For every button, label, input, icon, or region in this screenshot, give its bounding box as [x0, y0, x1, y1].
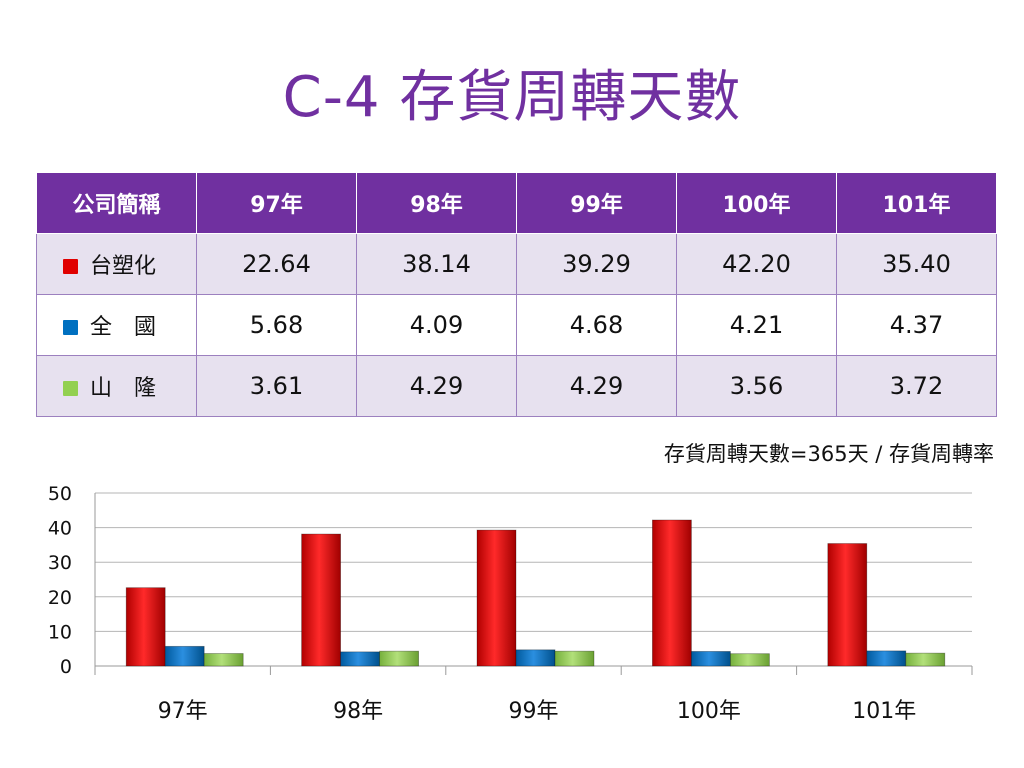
bar-全國	[515, 649, 556, 667]
table-cell: 4.29	[356, 355, 517, 417]
table-cell: 39.29	[516, 233, 677, 295]
table-cell: 4.21	[676, 294, 837, 356]
bar-山隆	[203, 653, 244, 667]
bar-山隆	[554, 650, 595, 667]
company-name: 全 國	[90, 315, 157, 340]
y-tick-label: 0	[60, 656, 72, 678]
bar-全國	[691, 651, 731, 667]
y-tick-label: 30	[48, 552, 72, 574]
header-company: 公司簡稱	[36, 172, 197, 234]
x-tick-label: 101年	[852, 699, 916, 724]
slide-title: C-4 存貨周轉天數	[282, 65, 742, 130]
header-year-101: 101年	[836, 172, 997, 234]
bar-台塑化	[827, 543, 868, 667]
series-swatch-icon	[63, 381, 78, 396]
company-name: 台塑化	[90, 254, 157, 279]
formula-note: 存貨周轉天數=365天 / 存貨周轉率	[663, 442, 994, 466]
header-year-97: 97年	[196, 172, 357, 234]
y-axis: 0 10 20 30 40 50	[48, 483, 96, 678]
bar-全國	[340, 651, 381, 667]
table-cell: 5.68	[196, 294, 357, 356]
x-tick-label: 98年	[333, 699, 383, 724]
table-row: 山 隆 3.61 4.29 4.29 3.56 3.72	[36, 355, 997, 417]
table-cell: 4.09	[356, 294, 517, 356]
table-header-row: 公司簡稱 97年 98年 99年 100年 101年	[36, 172, 997, 234]
bar-山隆	[730, 653, 770, 667]
x-tick-label: 97年	[158, 699, 208, 724]
table-cell: 3.72	[836, 355, 997, 417]
x-tick-label: 100年	[677, 699, 741, 724]
row-label: 山 隆	[36, 355, 197, 417]
y-tick-label: 10	[48, 621, 72, 643]
table-cell: 38.14	[356, 233, 517, 295]
bar-山隆	[905, 652, 946, 667]
company-name: 山 隆	[90, 376, 157, 401]
header-year-99: 99年	[516, 172, 677, 234]
table-cell: 22.64	[196, 233, 357, 295]
table-cell: 3.61	[196, 355, 357, 417]
gridlines	[95, 492, 972, 667]
table-cell: 4.37	[836, 294, 997, 356]
table-cell: 3.56	[676, 355, 837, 417]
bar-台塑化	[125, 587, 166, 667]
series-swatch-icon	[63, 320, 78, 335]
bar-山隆	[379, 650, 420, 667]
y-tick-label: 50	[48, 483, 72, 505]
series-swatch-icon	[63, 259, 78, 274]
header-year-100: 100年	[676, 172, 837, 234]
table-cell: 4.68	[516, 294, 677, 356]
table-row: 台塑化 22.64 38.14 39.29 42.20 35.40	[36, 233, 997, 295]
header-year-98: 98年	[356, 172, 517, 234]
data-table: 公司簡稱 97年 98年 99年 100年 101年 台塑化 22.64 38.…	[36, 172, 997, 417]
bar-台塑化	[652, 519, 692, 667]
bar-台塑化	[301, 533, 342, 667]
table-cell: 4.29	[516, 355, 677, 417]
bar-全國	[866, 650, 907, 667]
bar-台塑化	[476, 529, 517, 667]
y-tick-label: 20	[48, 587, 72, 609]
bars	[125, 519, 946, 667]
table-cell: 42.20	[676, 233, 837, 295]
bar-chart: 0 10 20 30 40 50 97年 98年 99年 100年 101年	[48, 483, 973, 724]
table-cell: 35.40	[836, 233, 997, 295]
x-tick-label: 99年	[509, 699, 559, 724]
x-axis: 97年 98年 99年 100年 101年	[94, 666, 973, 724]
y-tick-label: 40	[48, 518, 72, 540]
bar-全國	[164, 645, 205, 667]
row-label: 台塑化	[36, 233, 197, 295]
table-row: 全 國 5.68 4.09 4.68 4.21 4.37	[36, 294, 997, 356]
row-label: 全 國	[36, 294, 197, 356]
